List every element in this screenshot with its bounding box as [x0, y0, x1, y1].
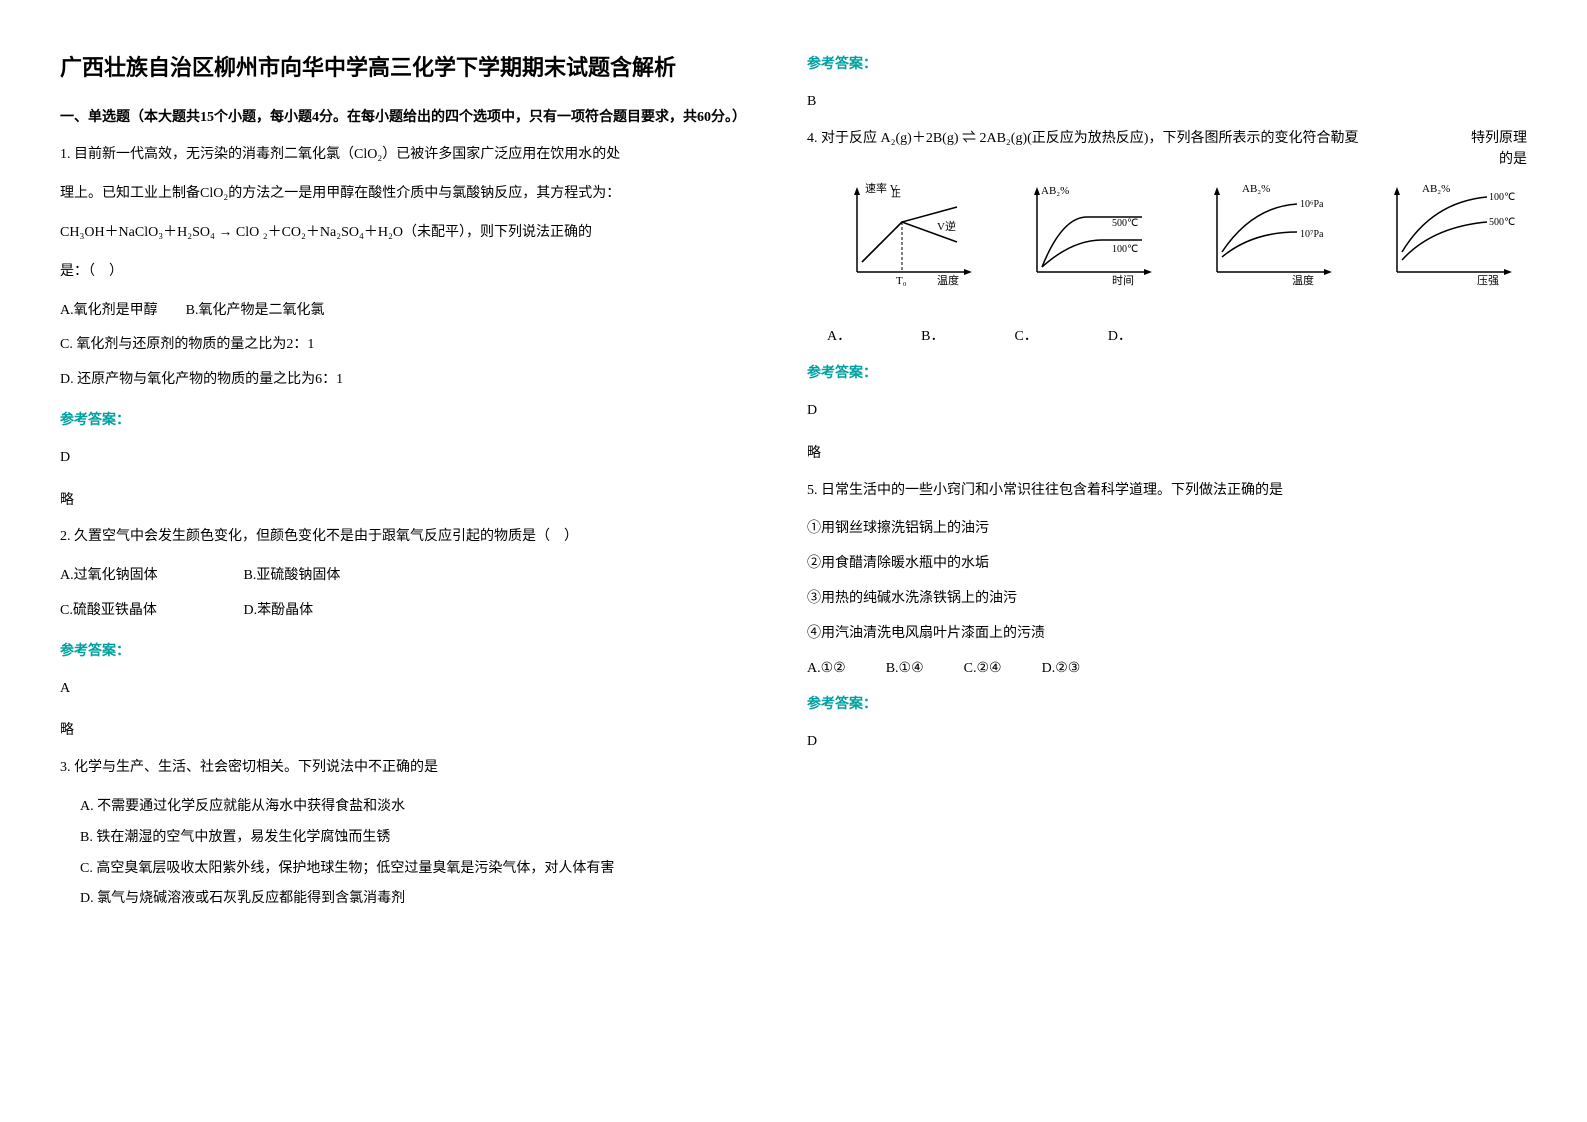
q4-right-note: 特列原理 的是 [1471, 128, 1527, 170]
q1-option-d: D. 还原产物与氧化产物的物质的量之比为6：1 [60, 365, 757, 396]
q4-note-l1: 特列原理 [1471, 128, 1527, 149]
q3-option-b: B. 铁在潮湿的空气中放置，易发生化学腐蚀而生锈 [60, 823, 757, 854]
chart1-t0: T₀ [896, 275, 907, 287]
q4-stem: 4. 对于反应 A₂(g)＋2B(g) ⇌ 2AB₂(g)(正反应为放热反应)，… [807, 124, 1527, 155]
chart3-xlabel: 温度 [1292, 273, 1314, 287]
chart4-t1: 100℃ [1489, 192, 1515, 203]
q1-option-ab: A.氧化剂是甲醇 B.氧化产物是二氧化氯 [60, 296, 757, 327]
q5-option-a: A.①② [807, 654, 846, 685]
chart-4: AB₂% 100℃ 500℃ 压强 [1377, 182, 1527, 292]
q1-stem-l3: CH₃OH＋NaClO₃＋H₂SO₄ → ClO ₂＋CO₂＋Na₂SO₄＋H₂… [60, 218, 757, 249]
q3-option-c: C. 高空臭氧层吸收太阳紫外线，保护地球生物；低空过量臭氧是污染气体，对人体有害 [60, 854, 757, 885]
chart4-ylabel: AB₂% [1422, 183, 1450, 195]
chart-3: AB₂% 10⁶Pa 10⁷Pa 温度 [1197, 182, 1347, 292]
q1-option-c: C. 氧化剂与还原剂的物质的量之比为2：1 [60, 330, 757, 361]
q3-stem: 3. 化学与生产、生活、社会密切相关。下列说法中不正确的是 [60, 753, 757, 784]
chart2-t1: 500℃ [1112, 218, 1138, 229]
q2-option-c: C.硫酸亚铁晶体 [60, 596, 240, 627]
chart3-p2: 10⁷Pa [1300, 229, 1324, 240]
chart4-t2: 500℃ [1489, 217, 1515, 228]
q3-option-d: D. 氯气与烧碱溶液或石灰乳反应都能得到含氯消毒剂 [60, 884, 757, 915]
q5-options: A.①② B.①④ C.②④ D.②③ [807, 654, 1527, 685]
q2-option-b: B.亚硫酸钠固体 [244, 568, 341, 583]
q2-option-a: A.过氧化钠固体 [60, 561, 240, 592]
q1-stem-l1: 1. 目前新一代高效，无污染的消毒剂二氧化氯（ClO₂）已被许多国家广泛应用在饮… [60, 140, 757, 171]
q5-o1: ①用钢丝球擦洗铝锅上的油污 [807, 514, 1527, 545]
q3-answer-label: 参考答案： [807, 50, 1527, 81]
chart2-ylabel: AB₂% [1041, 185, 1069, 197]
q2-row2: C.硫酸亚铁晶体 D.苯酚晶体 [60, 596, 757, 627]
q4-note: 略 [807, 439, 1527, 470]
chart2-t2: 100℃ [1112, 244, 1138, 255]
q2-answer-label: 参考答案： [60, 637, 757, 668]
chart3-ylabel: AB₂% [1242, 183, 1270, 195]
q4-option-c: C． [1014, 322, 1037, 353]
q1-answer: D [60, 443, 757, 474]
chart4-xlabel: 压强 [1477, 274, 1499, 287]
q2-note: 略 [60, 716, 757, 747]
chart2-xlabel: 时间 [1112, 274, 1134, 287]
left-column: 广西壮族自治区柳州市向华中学高三化学下学期期末试题含解析 一、单选题（本大题共1… [60, 50, 757, 915]
q4-option-b: B． [921, 322, 944, 353]
q2-option-d: D.苯酚晶体 [244, 603, 314, 618]
q5-option-c: C.②④ [964, 654, 1002, 685]
q2-row1: A.过氧化钠固体 B.亚硫酸钠固体 [60, 561, 757, 592]
q5-option-d: D.②③ [1042, 654, 1081, 685]
svg-text:正: 正 [891, 189, 901, 200]
q4-options: A． B． C． D． [827, 322, 1527, 353]
q2-stem: 2. 久置空气中会发生颜色变化，但颜色变化不是由于跟氧气反应引起的物质是（ ） [60, 522, 757, 553]
q1-stem-l4: 是：（ ） [60, 257, 757, 288]
q4-charts: 速率 V 正 V逆 T₀ 温度 AB₂% 500℃ 100℃ 时间 [837, 182, 1527, 292]
q5-answer-label: 参考答案： [807, 690, 1527, 721]
q4-option-d: D． [1108, 322, 1132, 353]
chart-2: AB₂% 500℃ 100℃ 时间 [1017, 182, 1167, 292]
chart-1: 速率 V 正 V逆 T₀ 温度 [837, 182, 987, 292]
section-one-heading: 一、单选题（本大题共15个小题，每小题4分。在每小题给出的四个选项中，只有一项符… [60, 105, 757, 130]
chart3-p1: 10⁶Pa [1300, 199, 1324, 210]
q1-stem-l2: 理上。已知工业上制备ClO₂的方法之一是用甲醇在酸性介质中与氯酸钠反应，其方程式… [60, 179, 757, 210]
chart1-xlabel: 温度 [937, 273, 959, 287]
q2-answer: A [60, 674, 757, 705]
q5-stem: 5. 日常生活中的一些小窍门和小常识往往包含着科学道理。下列做法正确的是 [807, 476, 1527, 507]
q1-answer-label: 参考答案： [60, 406, 757, 437]
q5-o4: ④用汽油清洗电风扇叶片漆面上的污渍 [807, 619, 1527, 650]
q5-answer: D [807, 727, 1527, 758]
q4-answer-label: 参考答案： [807, 359, 1527, 390]
right-column: 参考答案： B 4. 对于反应 A₂(g)＋2B(g) ⇌ 2AB₂(g)(正反… [807, 50, 1527, 915]
q1-note: 略 [60, 486, 757, 517]
q5-o3: ③用热的纯碱水洗涤铁锅上的油污 [807, 584, 1527, 615]
q4-option-a: A． [827, 322, 851, 353]
q3-answer: B [807, 87, 1527, 118]
chart1-vrev: V逆 [937, 219, 956, 233]
q5-option-b: B.①④ [886, 654, 924, 685]
q3-option-a: A. 不需要通过化学反应就能从海水中获得食盐和淡水 [60, 792, 757, 823]
q4-note-l2: 的是 [1471, 149, 1527, 170]
q5-o2: ②用食醋清除暖水瓶中的水垢 [807, 549, 1527, 580]
document-title: 广西壮族自治区柳州市向华中学高三化学下学期期末试题含解析 [60, 50, 757, 85]
q4-answer: D [807, 396, 1527, 427]
